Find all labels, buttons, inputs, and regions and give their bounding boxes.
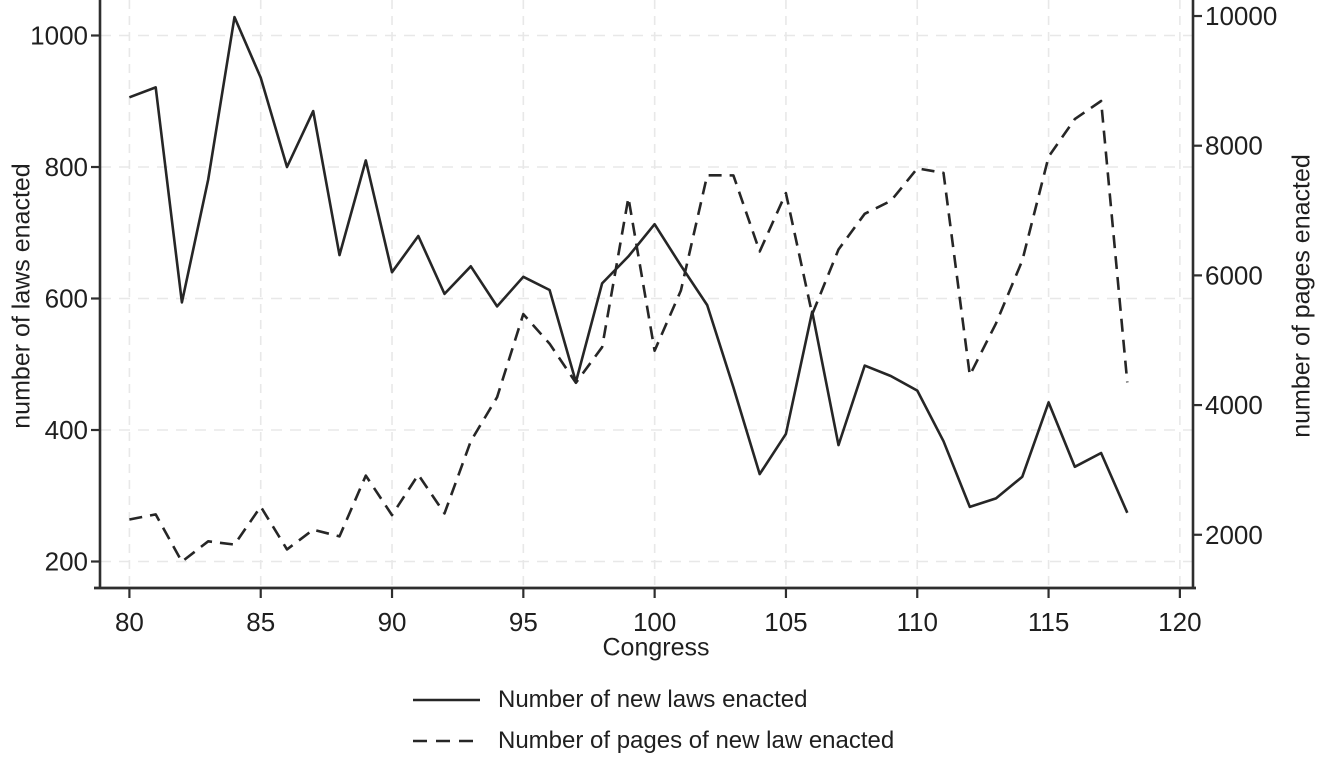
- pages-enacted-line: [129, 99, 1129, 564]
- legend-label-pages: Number of pages of new law enacted: [498, 726, 895, 754]
- legend-label-laws: Number of new laws enacted: [498, 685, 808, 713]
- y-right-tick-label-2000: 2000: [1205, 520, 1263, 550]
- x-tick-label-85: 85: [246, 607, 275, 637]
- x-tick-label-90: 90: [378, 607, 407, 637]
- x-tick-label-100: 100: [633, 607, 676, 637]
- x-tick-label-95: 95: [509, 607, 538, 637]
- solid-line-swatch-icon: [413, 698, 480, 701]
- y-right-tick-label-8000: 8000: [1205, 131, 1263, 161]
- legend-item-pages: Number of pages of new law enacted: [413, 727, 894, 754]
- x-tick-label-105: 105: [764, 607, 807, 637]
- y-right-tick-label-6000: 6000: [1205, 260, 1263, 290]
- y-left-tick-label-600: 600: [45, 284, 88, 314]
- legend: Number of new laws enacted Number of pag…: [413, 686, 894, 754]
- y-right-tick-label-4000: 4000: [1205, 390, 1263, 420]
- x-axis-title: Congress: [602, 633, 710, 662]
- y-right-tick-label-10000: 10000: [1205, 1, 1277, 31]
- x-tick-label-115: 115: [1028, 607, 1069, 637]
- dashed-line-swatch-icon: [413, 739, 480, 742]
- legend-item-laws: Number of new laws enacted: [413, 686, 894, 713]
- y-left-tick-label-200: 200: [45, 547, 88, 577]
- x-tick-label-80: 80: [115, 607, 144, 637]
- y-right-axis-title: number of pages enacted: [1287, 154, 1316, 438]
- x-tick-label-120: 120: [1158, 607, 1201, 637]
- y-left-tick-label-800: 800: [45, 152, 88, 182]
- y-left-tick-label-400: 400: [45, 415, 88, 445]
- y-left-axis-title: number of laws enacted: [7, 163, 36, 429]
- y-left-tick-label-1000: 1000: [30, 21, 88, 51]
- laws-enacted-line: [128, 15, 1129, 514]
- x-tick-label-110: 110: [897, 607, 938, 637]
